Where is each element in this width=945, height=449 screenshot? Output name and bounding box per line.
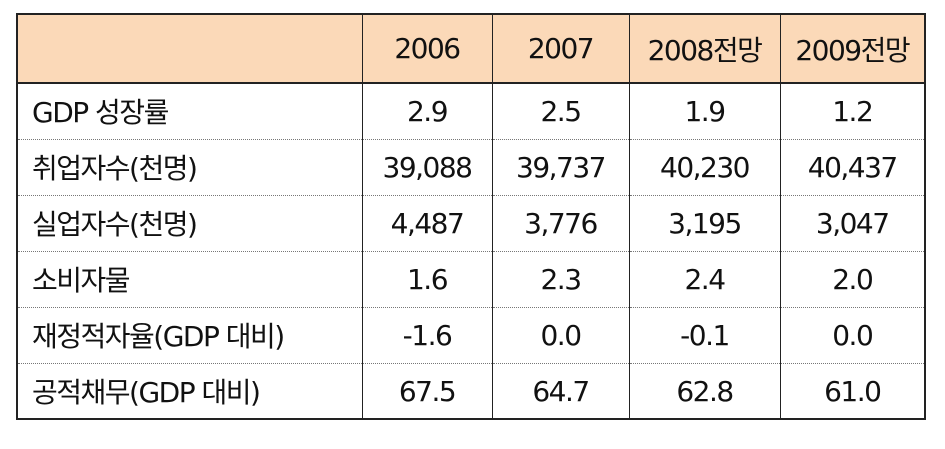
header-row: 2006 2007 2008전망 2009전망 [18, 15, 924, 84]
table-cell: 62.8 [628, 363, 780, 419]
table-cell: -0.1 [628, 307, 780, 364]
table-cell: 39,737 [491, 139, 629, 196]
table-cell: 67.5 [361, 363, 492, 419]
header-year-2007: 2007 [491, 15, 629, 84]
row-label: 취업자수(천명) [18, 139, 362, 196]
header-year-2008-forecast: 2008전망 [628, 15, 780, 84]
header-year-2009-forecast: 2009전망 [779, 15, 924, 84]
row-label: 재정적자율(GDP 대비) [18, 307, 362, 364]
table-cell: 2.0 [779, 251, 924, 308]
table-cell: 61.0 [779, 363, 924, 419]
economic-indicators-table-container: 2006 2007 2008전망 2009전망 GDP 성장률 2.9 2.5 … [16, 13, 926, 420]
table-row: 취업자수(천명) 39,088 39,737 40,230 40,437 [18, 139, 924, 196]
table-cell: 1.6 [361, 251, 492, 308]
table-cell: 2.4 [628, 251, 780, 308]
table-row: 소비자물 1.6 2.3 2.4 2.0 [18, 251, 924, 308]
table-cell: 0.0 [491, 307, 629, 364]
table-cell: 39,088 [361, 139, 492, 196]
table-cell: 2.3 [491, 251, 629, 308]
table-cell: 40,230 [628, 139, 780, 196]
table-row: 실업자수(천명) 4,487 3,776 3,195 3,047 [18, 195, 924, 252]
table-cell: -1.6 [361, 307, 492, 364]
table-row: 공적채무(GDP 대비) 67.5 64.7 62.8 61.0 [18, 363, 924, 419]
table-cell: 1.9 [628, 83, 780, 140]
table-row: 재정적자율(GDP 대비) -1.6 0.0 -0.1 0.0 [18, 307, 924, 364]
row-label: GDP 성장률 [18, 83, 362, 140]
header-year-2006: 2006 [361, 15, 492, 84]
header-corner-cell [18, 15, 362, 84]
table-cell: 1.2 [779, 83, 924, 140]
table-row: GDP 성장률 2.9 2.5 1.9 1.2 [18, 83, 924, 140]
table-cell: 40,437 [779, 139, 924, 196]
table-cell: 2.5 [491, 83, 629, 140]
table-cell: 3,195 [628, 195, 780, 252]
table-cell: 3,776 [491, 195, 629, 252]
economic-indicators-table: 2006 2007 2008전망 2009전망 GDP 성장률 2.9 2.5 … [18, 15, 924, 419]
row-label: 실업자수(천명) [18, 195, 362, 252]
table-cell: 4,487 [361, 195, 492, 252]
table-cell: 2.9 [361, 83, 492, 140]
row-label: 공적채무(GDP 대비) [32, 376, 261, 410]
table-cell: 3,047 [779, 195, 924, 252]
table-cell: 0.0 [779, 307, 924, 364]
table-cell: 64.7 [491, 363, 629, 419]
row-label: 소비자물 [18, 251, 362, 308]
